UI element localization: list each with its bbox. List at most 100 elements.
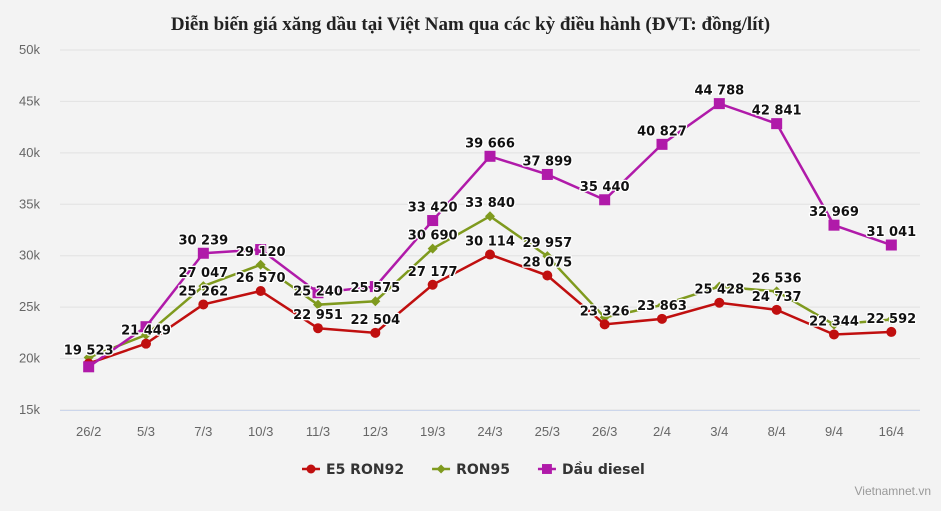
data-label: 22 951 [293, 308, 343, 323]
data-label: 22 344 [809, 314, 859, 329]
data-point [255, 244, 267, 256]
data-point [198, 281, 209, 292]
data-point [542, 251, 553, 262]
data-point [885, 239, 897, 251]
data-point [599, 319, 610, 330]
legend-label: E5 RON92 [326, 462, 404, 478]
x-tick-label: 26/3 [592, 424, 617, 439]
data-point [369, 281, 381, 293]
data-label: 21 449 [121, 324, 171, 339]
data-label: 44 788 [694, 84, 744, 99]
data-point [771, 286, 782, 297]
data-point [141, 338, 151, 349]
data-label: 30 690 [408, 229, 458, 244]
data-point [427, 279, 438, 290]
data-label: 19 523 [64, 343, 114, 358]
data-point [255, 285, 266, 296]
data-label: 26 536 [752, 271, 802, 286]
data-label: 33 420 [408, 201, 458, 216]
legend-marker [542, 464, 552, 474]
x-tick-label: 8/4 [768, 424, 786, 439]
data-label: 26 570 [236, 271, 286, 286]
series-dầu-diesel [83, 98, 897, 373]
data-label: 28 075 [522, 256, 572, 271]
data-label: 27 177 [408, 265, 458, 280]
data-point [312, 287, 324, 299]
x-tick-label: 5/3 [137, 424, 155, 439]
data-label: 30 239 [178, 233, 228, 248]
x-tick-label: 25/3 [535, 424, 560, 439]
legend-item[interactable]: Dầu diesel [537, 461, 645, 478]
data-point [370, 327, 381, 338]
data-label: 30 114 [465, 235, 515, 250]
data-point [771, 304, 782, 315]
data-point [313, 323, 323, 334]
y-tick-label: 15k [19, 402, 40, 417]
legend-marker [306, 464, 316, 474]
data-label: 25 240 [293, 285, 343, 300]
data-label: 32 969 [809, 205, 859, 220]
data-point [599, 312, 610, 323]
x-tick-label: 2/4 [653, 424, 671, 439]
data-point [886, 314, 897, 325]
data-point [198, 299, 209, 310]
data-label: 42 841 [752, 104, 802, 119]
data-label: 29 957 [522, 236, 572, 251]
y-tick-label: 45k [19, 93, 40, 108]
credit-link[interactable]: Vietnamnet.vn [854, 484, 932, 498]
data-label: 27 047 [178, 266, 228, 281]
data-point [886, 326, 897, 337]
data-point [370, 296, 381, 307]
y-tick-label: 25k [19, 299, 40, 314]
data-point [141, 329, 151, 340]
data-label: 40 827 [637, 124, 687, 139]
data-label: 22 592 [866, 312, 916, 327]
data-point [541, 168, 553, 180]
legend-label: RON95 [456, 462, 510, 478]
data-point [599, 194, 611, 206]
legend-label: Dầu diesel [562, 461, 645, 478]
data-point [657, 300, 667, 311]
data-point [197, 247, 209, 259]
x-tick-label: 26/2 [76, 424, 101, 439]
data-point [485, 249, 495, 260]
legend-marker [436, 464, 446, 474]
data-point [829, 319, 839, 330]
data-point [829, 329, 839, 340]
y-tick-label: 35k [19, 196, 40, 211]
data-point [657, 313, 667, 324]
x-tick-label: 3/4 [710, 424, 728, 439]
x-tick-label: 9/4 [825, 424, 843, 439]
y-tick-label: 30k [19, 248, 40, 263]
data-point [542, 270, 553, 281]
data-point [484, 150, 496, 162]
x-tick-label: 7/3 [194, 424, 212, 439]
data-point [656, 138, 668, 150]
data-point [713, 98, 725, 110]
x-tick-label: 16/4 [879, 424, 904, 439]
data-point [427, 215, 439, 227]
x-tick-label: 24/3 [477, 424, 502, 439]
data-label: 23 863 [637, 299, 687, 314]
legend-item[interactable]: RON95 [432, 462, 510, 478]
x-tick-label: 19/3 [420, 424, 445, 439]
data-label: 33 840 [465, 196, 515, 211]
legend-item[interactable]: E5 RON92 [302, 462, 404, 478]
data-point [313, 299, 323, 310]
data-label: 25 428 [694, 283, 744, 298]
y-tick-label: 50k [19, 42, 40, 57]
data-label: 25 575 [350, 281, 400, 296]
series-ron95 [83, 211, 897, 363]
data-point [140, 321, 152, 333]
data-label: 23 326 [580, 304, 630, 319]
data-point [771, 118, 783, 130]
data-point [83, 361, 95, 373]
data-label: 29 120 [236, 245, 286, 260]
y-tick-label: 20k [19, 351, 40, 366]
data-label: 37 899 [522, 154, 572, 169]
data-label: 31 041 [866, 225, 916, 240]
x-tick-label: 11/3 [306, 424, 330, 439]
data-label: 22 504 [350, 313, 400, 328]
data-label: 24 737 [752, 290, 802, 305]
